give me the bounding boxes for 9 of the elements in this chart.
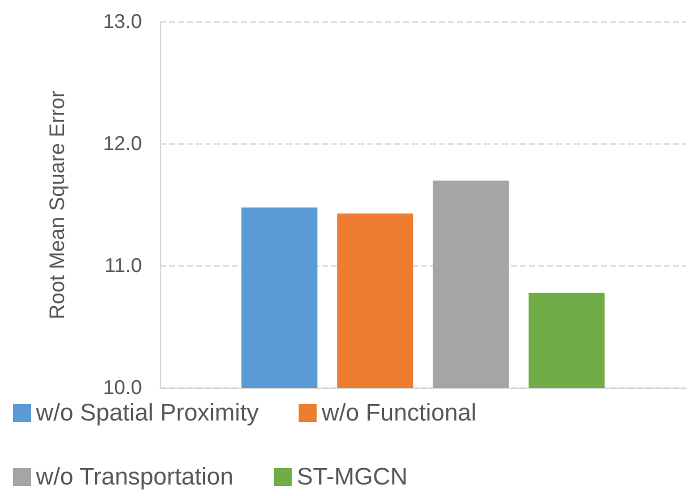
y-tick-label: 12.0	[103, 133, 142, 155]
y-tick-label: 13.0	[103, 11, 142, 33]
legend-label: w/o Spatial Proximity	[35, 400, 259, 426]
legend-label: ST-MGCN	[296, 464, 408, 490]
y-tick-label: 11.0	[104, 255, 142, 277]
y-axis-title: Root Mean Square Error	[46, 90, 69, 320]
y-tick-label: 10.0	[103, 377, 142, 399]
legend-label: w/o Transportation	[35, 464, 234, 490]
legend-label: w/o Functional	[320, 400, 476, 426]
